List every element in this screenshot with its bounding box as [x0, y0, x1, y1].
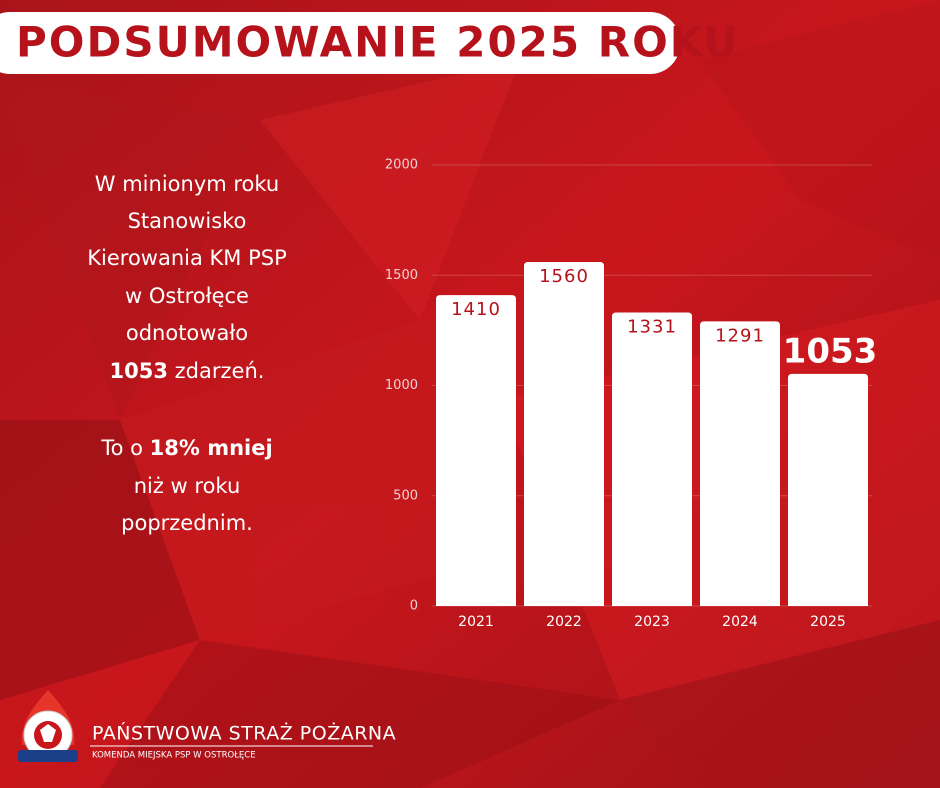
value-label: 1331 — [627, 317, 677, 338]
org-unit: KOMENDA MIEJSKA PSP W OSTROŁĘCE — [92, 751, 256, 761]
summary-line: poprzednim. — [121, 511, 253, 535]
chart: 0 500 1000 1500 2000 2021 1410 2022 1560 2023 1331… — [385, 158, 877, 631]
summary-text: w Ostrołęce — [125, 284, 249, 308]
summary-text: W minionym roku — [95, 172, 279, 196]
summary-line: Kierowania KM PSP — [87, 246, 287, 270]
summary-line: niż w roku — [134, 474, 241, 498]
summary-text: To o — [100, 436, 149, 460]
summary-line: To o 18% mniej — [100, 436, 272, 460]
y-tick-label: 1500 — [385, 268, 418, 283]
x-tick-label: 2024 — [722, 614, 758, 630]
summary-text: Stanowisko — [128, 209, 247, 233]
x-tick-label: 2025 — [810, 614, 846, 630]
title: PODSUMOWANIE 2025 ROKU — [16, 18, 740, 67]
org-name: PAŃSTWOWA STRAŻ POŻARNA — [92, 722, 396, 745]
x-tick-label: 2021 — [458, 614, 494, 630]
title-pill — [0, 12, 680, 74]
x-tick-label: 2023 — [634, 614, 670, 630]
summary-text: niż w roku — [134, 474, 241, 498]
value-label: 1410 — [451, 299, 501, 320]
summary-line: W minionym roku — [95, 172, 279, 196]
summary-text: odnotowało — [126, 321, 248, 345]
summary-line: odnotowało — [126, 321, 248, 345]
y-tick-label: 0 — [410, 599, 418, 614]
bar — [700, 321, 780, 606]
bar — [436, 295, 516, 606]
x-tick-label: 2022 — [546, 614, 582, 630]
summary-line: 1053 zdarzeń. — [110, 359, 265, 383]
y-tick-label: 2000 — [385, 158, 418, 173]
summary: W minionym roku Stanowisko Kierowania KM P… — [87, 172, 287, 535]
logo — [18, 690, 78, 762]
summary-text: zdarzeń. — [168, 359, 264, 383]
value-label: 1560 — [539, 266, 589, 287]
summary-text: poprzednim. — [121, 511, 253, 535]
value-label: 1291 — [715, 325, 765, 346]
summary-line: Stanowisko — [128, 209, 247, 233]
summary-text: Kierowania KM PSP — [87, 246, 287, 270]
bar — [524, 262, 604, 606]
y-tick-label: 500 — [393, 488, 418, 503]
summary-text: 1053 — [110, 359, 168, 383]
value-label: 1053 — [783, 331, 878, 371]
bar — [612, 312, 692, 606]
bar — [788, 373, 868, 606]
summary-line: w Ostrołęce — [125, 284, 249, 308]
y-tick-label: 1000 — [385, 378, 418, 393]
summary-text: 18% mniej — [150, 436, 273, 460]
